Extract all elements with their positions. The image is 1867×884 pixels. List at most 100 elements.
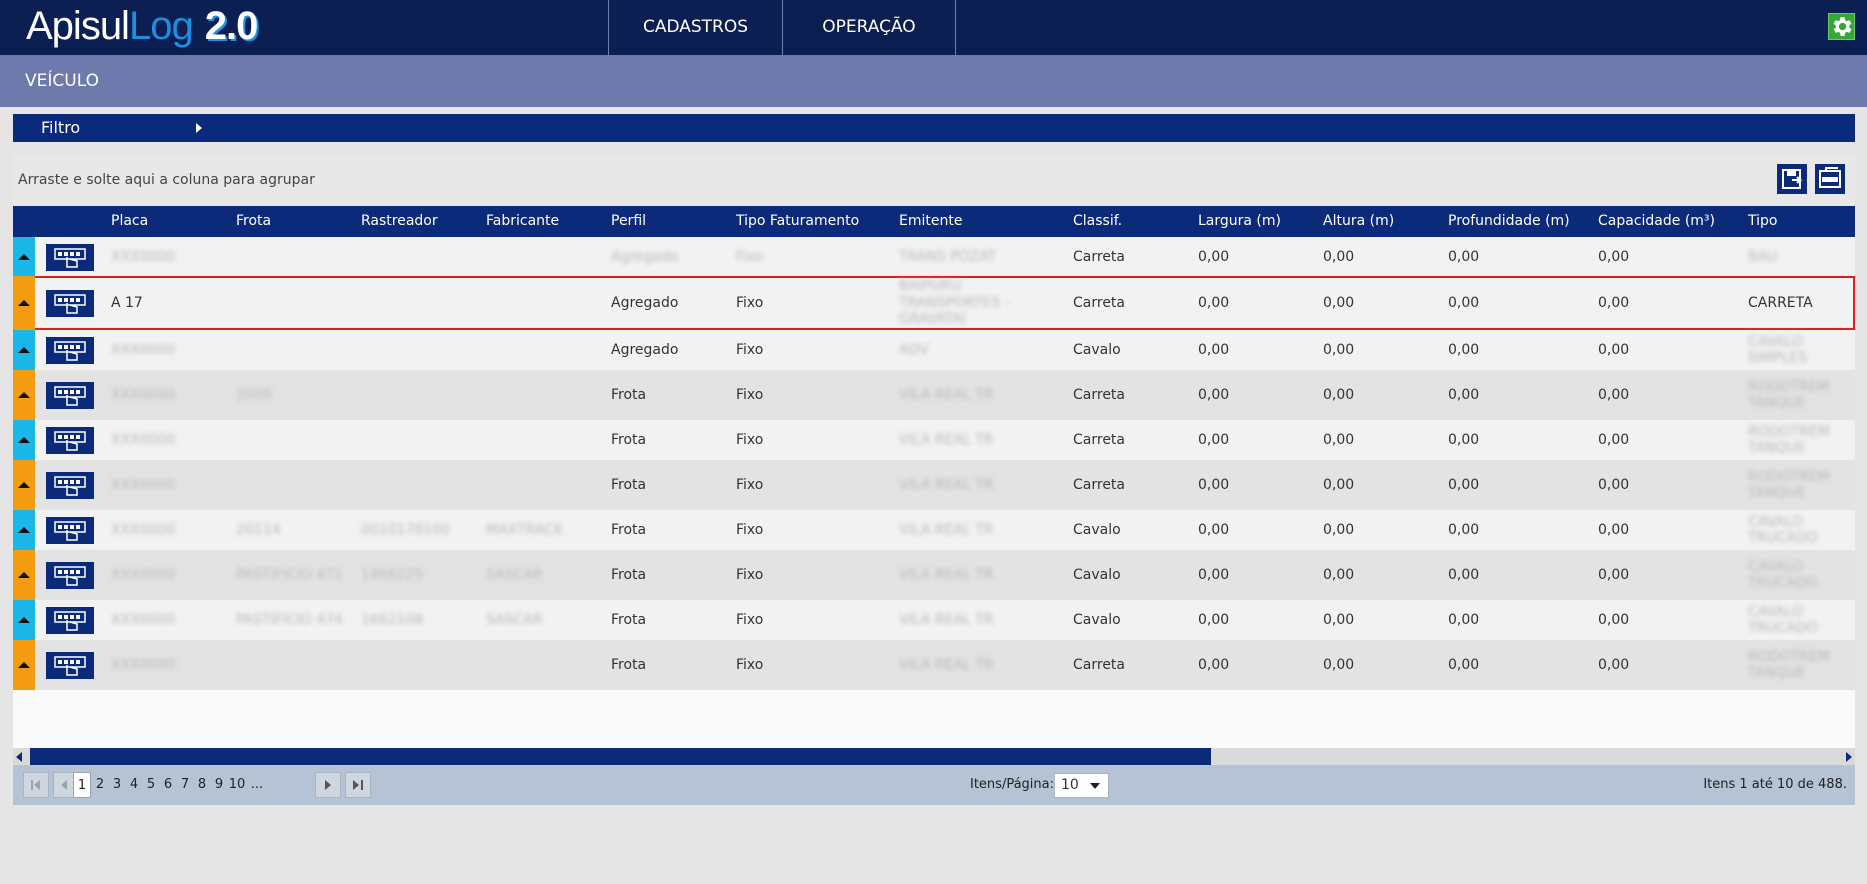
cell-line: 0,00 (1448, 612, 1480, 628)
truck-icon[interactable] (46, 607, 94, 634)
table-row[interactable]: XXX0000 20114 0010178100 MAXTRACK Frota Fixo V… (13, 510, 1855, 550)
column-header-altura[interactable]: Altura (m) (1323, 213, 1395, 229)
cell-fat: Fixo (736, 341, 763, 359)
row-expand-toggle[interactable] (13, 510, 35, 550)
cell-line: 0,00 (1448, 342, 1480, 358)
table-row[interactable]: XXX0000 Frota Fixo VILA REAL TR Carreta 0,00 0… (13, 640, 1855, 690)
table-row[interactable]: XXX0000 Frota Fixo VILA REAL TR Carreta 0,00 0… (13, 420, 1855, 460)
column-header-emitente[interactable]: Emitente (899, 213, 963, 229)
column-header-frota[interactable]: Frota (236, 213, 272, 229)
page-number-6[interactable]: 6 (163, 777, 173, 792)
truck-icon[interactable] (46, 427, 94, 454)
page-number-7[interactable]: 7 (180, 777, 190, 792)
table-row[interactable]: XXX0000 2009 Frota Fixo VILA REAL TR Carreta 0… (13, 370, 1855, 420)
items-per-page-select[interactable]: 10 (1054, 773, 1109, 798)
cell-line: Frota (611, 567, 647, 583)
row-expand-toggle[interactable] (13, 600, 35, 640)
cell-line: XXX0000 (111, 477, 176, 493)
cell-cap: 0,00 (1598, 656, 1629, 674)
row-expand-toggle[interactable] (13, 640, 35, 690)
truck-icon[interactable] (46, 517, 94, 544)
cell-cap: 0,00 (1598, 431, 1629, 449)
column-header-tipo[interactable]: Tipo (1748, 213, 1778, 229)
cell-line: 0,00 (1323, 387, 1355, 403)
group-drop-area[interactable]: Arraste e solte aqui a coluna para agrup… (13, 154, 1855, 206)
save-layout-button[interactable] (1777, 164, 1807, 194)
app-logo[interactable]: ApisulLog 2.0 (26, 2, 258, 52)
page-ellipsis[interactable]: ... (250, 777, 264, 792)
cell-placa: XXX0000 (111, 611, 175, 629)
settings-button[interactable] (1828, 13, 1855, 40)
truck-icon[interactable] (46, 243, 94, 271)
truck-icon[interactable] (46, 337, 94, 364)
cell-line: 0,00 (1198, 522, 1230, 538)
row-expand-toggle[interactable] (13, 370, 35, 420)
cell-line: VILA REAL TR (899, 612, 994, 628)
page-number-5[interactable]: 5 (146, 777, 156, 792)
table-row[interactable]: XXX0000 PASTIFICIO 471 1466225 SASCAR Frota F… (13, 550, 1855, 600)
nav-tab-operacao[interactable]: OPERAÇÃO (782, 0, 956, 55)
cell-line: GRAVATAI (899, 311, 967, 328)
scroll-right-icon[interactable] (1846, 752, 1852, 762)
cell-emitente: VILA REAL TR (899, 476, 994, 494)
nav-tab-cadastros[interactable]: CADASTROS (608, 0, 782, 55)
page-number-9[interactable]: 9 (214, 777, 224, 792)
row-expand-toggle[interactable] (13, 460, 35, 510)
truck-icon[interactable] (46, 290, 94, 317)
page-number-8[interactable]: 8 (197, 777, 207, 792)
column-header-perfil[interactable]: Perfil (611, 213, 647, 229)
cell-line: 0,00 (1448, 477, 1480, 493)
page-number-2[interactable]: 2 (95, 777, 105, 792)
table-row[interactable]: XXX0000 Agregado Fixo TRANS POZAT Carreta 0,0… (13, 237, 1855, 276)
table-row-selected[interactable]: A 17 Agregado Fixo BAIPURU TRANSPORTES - GRAV… (13, 276, 1855, 330)
cell-perfil: Frota (611, 386, 646, 404)
page-number-10[interactable]: 10 (228, 777, 246, 792)
scroll-left-icon[interactable] (16, 752, 22, 762)
last-page-button[interactable] (345, 772, 371, 798)
first-page-button[interactable] (23, 772, 49, 798)
next-page-button[interactable] (315, 772, 341, 798)
column-header-classif[interactable]: Classif. (1073, 213, 1123, 229)
cell-perfil: Frota (611, 656, 646, 674)
grid-horizontal-scrollbar[interactable] (13, 748, 1855, 765)
scrollbar-thumb[interactable] (30, 748, 1211, 765)
collapse-arrow-icon (18, 253, 30, 260)
cell-perfil: Frota (611, 521, 646, 539)
cell-placa: XXX0000 (111, 431, 175, 449)
column-header-capacidade[interactable]: Capacidade (m³) (1598, 213, 1715, 229)
cell-largura: 0,00 (1198, 476, 1229, 494)
truck-icon[interactable] (46, 382, 94, 409)
table-row[interactable]: XXX0000 Frota Fixo VILA REAL TR Carreta 0,00 0… (13, 460, 1855, 510)
cell-cap: 0,00 (1598, 248, 1629, 266)
page-number-4[interactable]: 4 (129, 777, 139, 792)
column-header-tipo-faturamento[interactable]: Tipo Faturamento (736, 213, 860, 229)
cell-placa: XXX0000 (111, 656, 175, 674)
truck-icon[interactable] (46, 472, 94, 499)
truck-icon[interactable] (46, 652, 94, 679)
cell-line: 0,00 (1598, 477, 1630, 493)
page-header: VEÍCULO (0, 55, 1867, 107)
row-expand-toggle[interactable] (13, 550, 35, 600)
column-header-profundidade[interactable]: Profundidade (m) (1448, 213, 1570, 229)
truck-icon[interactable] (46, 562, 94, 589)
cell-line: SASCAR (486, 612, 543, 628)
row-expand-toggle[interactable] (13, 237, 35, 276)
row-expand-toggle[interactable] (13, 420, 35, 460)
cell-frota: 20114 (236, 521, 281, 539)
column-header-placa[interactable]: Placa (111, 213, 149, 229)
column-header-fabricante[interactable]: Fabricante (486, 213, 560, 229)
cell-classif: Carreta (1073, 656, 1125, 674)
row-expand-toggle[interactable] (13, 330, 35, 370)
excel-export-button[interactable] (1815, 164, 1845, 194)
column-header-largura[interactable]: Largura (m) (1198, 213, 1281, 229)
page-number-1[interactable]: 1 (73, 772, 91, 798)
column-header-rastreador[interactable]: Rastreador (361, 213, 438, 229)
row-expand-toggle[interactable] (13, 276, 35, 330)
table-row[interactable]: XXX0000 PASTIFICIO 474 1662108 SASCAR Frota F… (13, 600, 1855, 640)
cell-rastreador: 1466225 (361, 566, 423, 584)
table-row[interactable]: XXX0000 Agregado Fixo ADV Cavalo 0,00 0,00 0,00… (13, 330, 1855, 370)
cell-placa: A 17 (111, 294, 143, 312)
filter-panel-toggle[interactable]: Filtro (13, 114, 1855, 142)
page-number-3[interactable]: 3 (112, 777, 122, 792)
cell-line: XXX0000 (111, 248, 176, 265)
